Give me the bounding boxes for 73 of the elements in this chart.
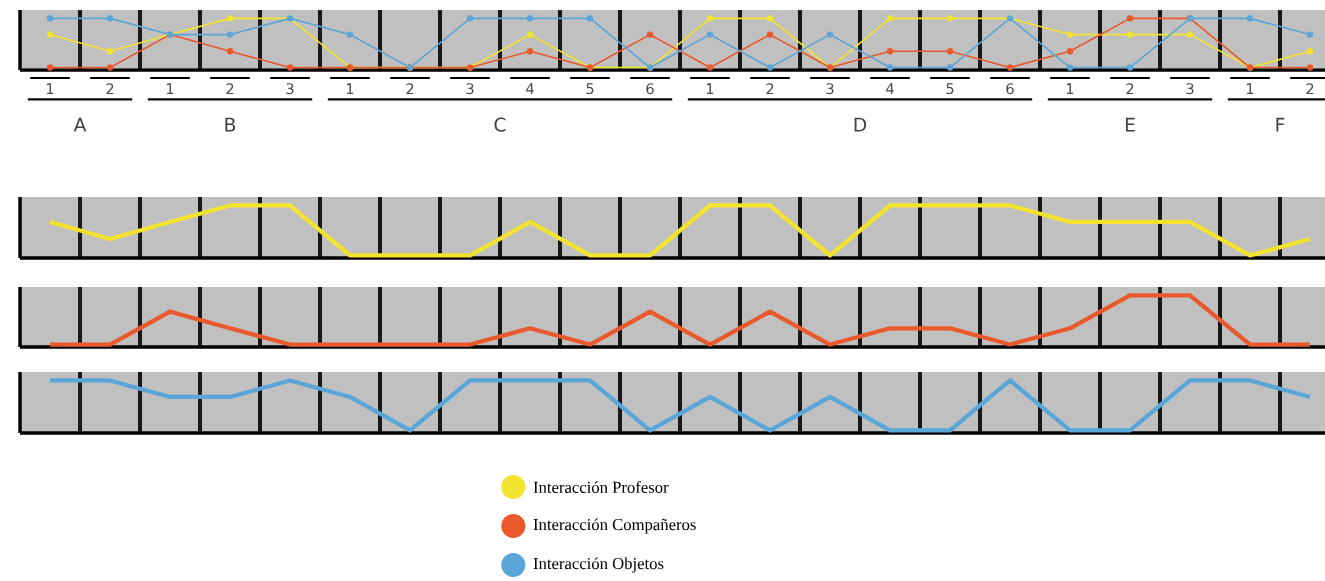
point [1066,31,1074,38]
point [286,64,294,71]
point [586,15,594,22]
point [886,64,894,71]
x-tick-label: 3 [826,83,834,95]
point [766,64,774,71]
point [946,48,954,55]
text: D [854,117,867,132]
point [706,15,714,22]
point [226,15,234,22]
x-tick-label: 2 [106,83,114,95]
x-tick-label: 4 [886,83,894,95]
point [106,64,114,71]
text: A [73,117,87,132]
x-tick-label: 6 [646,83,654,95]
point [1126,31,1134,38]
point [526,48,534,55]
x-tick-label: 1 [706,83,714,95]
point [106,48,114,55]
x-tick-label: 2 [226,83,234,95]
x-tick-label: 2 [1306,83,1314,95]
text: E [1125,117,1135,132]
point [46,15,54,22]
point [1126,15,1134,22]
point [226,31,234,38]
point [106,15,114,22]
point [526,15,534,22]
point [886,48,894,55]
x-tick-label: 2 [406,83,414,95]
point [1066,64,1074,71]
point [766,31,774,38]
point [1126,64,1134,71]
point [466,15,474,22]
x-tick-label: 1 [166,83,174,95]
point [646,31,654,38]
x-tick-label: 5 [586,83,594,95]
x-tick-label: 5 [946,83,954,95]
point [1306,48,1314,55]
x-tick-label: 6 [1006,83,1014,95]
point [826,31,834,38]
point [706,64,714,71]
x-tick-label: 3 [466,83,474,95]
text: F [1276,117,1285,132]
point [946,15,954,22]
x-tick-label: 3 [286,83,294,95]
x-tick-label: 1 [346,83,354,95]
point [1186,31,1194,38]
x-tick-label: 3 [1186,83,1194,95]
point [526,31,534,38]
point [886,15,894,22]
point [1246,15,1254,22]
point [46,31,54,38]
x-tick-label: 1 [46,83,54,95]
point [346,31,354,38]
x-tick-label: 2 [766,83,774,95]
point [46,64,54,71]
point [1006,64,1014,71]
x-tick-label: 4 [526,83,534,95]
point [1306,64,1314,71]
legend-label: Interacción Compañeros [533,518,696,534]
point [1066,48,1074,55]
point [946,64,954,71]
point [1306,31,1314,38]
legend-label: Interacción Profesor [533,481,669,493]
point [766,15,774,22]
text: B [225,117,236,132]
point [226,48,234,55]
text: C [494,117,506,132]
x-tick-label: 2 [1126,83,1134,95]
legend-label: Interacción Objetos [533,557,664,573]
point [706,31,714,38]
x-tick-label: 1 [1246,83,1254,95]
x-tick-label: 1 [1066,83,1074,95]
